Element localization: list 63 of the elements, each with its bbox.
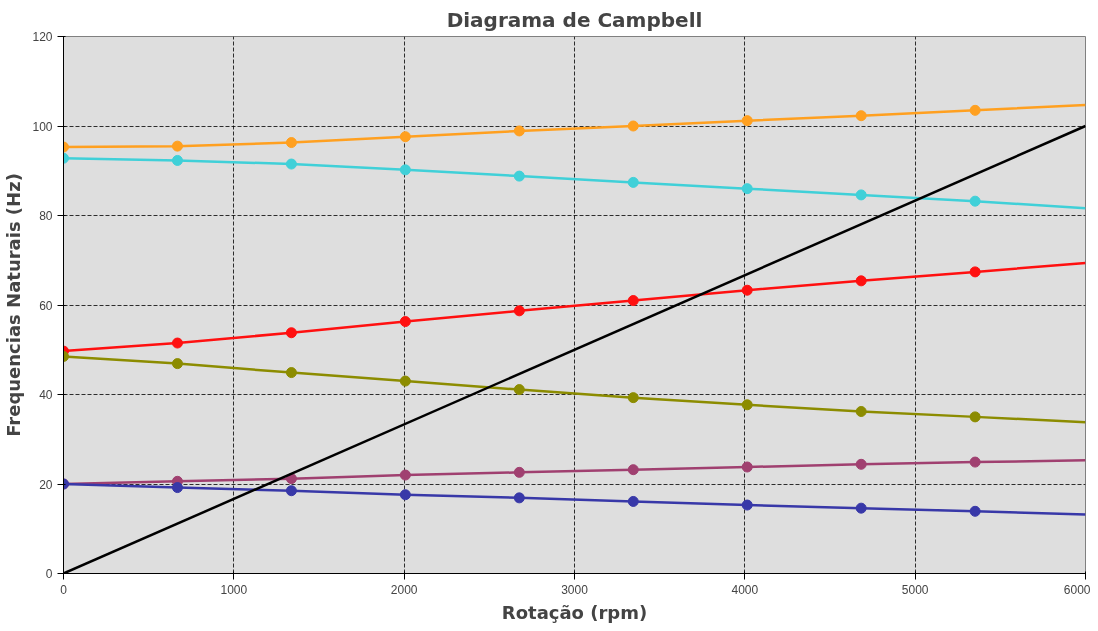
point <box>285 327 297 339</box>
point <box>741 461 753 473</box>
point <box>513 170 525 182</box>
point <box>855 189 867 201</box>
point <box>513 492 525 504</box>
point <box>171 337 183 349</box>
x-tick-label: 5000 <box>901 582 929 597</box>
y-tick-label: 40 <box>39 388 53 402</box>
y-tick-label: 20 <box>39 477 53 492</box>
point <box>969 195 981 207</box>
point <box>285 158 297 170</box>
point <box>627 392 639 404</box>
point <box>171 154 183 166</box>
point <box>285 137 297 149</box>
point <box>627 495 639 507</box>
point <box>969 411 981 423</box>
point <box>285 485 297 497</box>
point <box>741 115 753 127</box>
x-axis-title: Rotação (rpm) <box>501 601 648 623</box>
point <box>969 104 981 116</box>
point <box>399 316 411 328</box>
point <box>855 502 867 514</box>
y-tick-label: 100 <box>32 119 53 134</box>
point <box>171 140 183 152</box>
y-tick-label: 60 <box>39 298 53 313</box>
point <box>399 489 411 501</box>
point <box>741 284 753 296</box>
y-tick-label: 80 <box>39 209 53 223</box>
point <box>171 482 183 494</box>
point <box>855 275 867 287</box>
point <box>855 458 867 470</box>
x-tick-label: 4000 <box>731 582 759 597</box>
x-tick-label: 1000 <box>220 582 248 597</box>
point <box>513 125 525 137</box>
point <box>627 464 639 476</box>
point <box>285 367 297 379</box>
point <box>741 183 753 195</box>
point <box>513 466 525 478</box>
point <box>399 469 411 481</box>
point <box>513 305 525 317</box>
point <box>627 295 639 307</box>
point <box>627 176 639 188</box>
point <box>399 131 411 143</box>
chart-title: Diagrama de Campbell <box>446 7 703 32</box>
point <box>741 399 753 411</box>
point <box>399 375 411 387</box>
point <box>627 120 639 132</box>
x-tick-label: 2000 <box>390 582 418 597</box>
x-tick-label: 6000 <box>1063 582 1091 597</box>
x-tick-label: 0 <box>60 582 68 597</box>
point <box>969 456 981 468</box>
y-axis-title: Frequencias Naturais (Hz) <box>3 173 25 437</box>
point <box>399 164 411 176</box>
x-tick-label: 3000 <box>561 582 589 597</box>
point <box>969 505 981 517</box>
point <box>855 406 867 417</box>
point <box>855 110 867 122</box>
y-tick-label: 0 <box>45 567 53 581</box>
point <box>969 266 981 278</box>
point <box>741 499 753 511</box>
y-tick-label: 120 <box>32 30 53 44</box>
point <box>171 358 183 370</box>
point <box>513 384 525 396</box>
